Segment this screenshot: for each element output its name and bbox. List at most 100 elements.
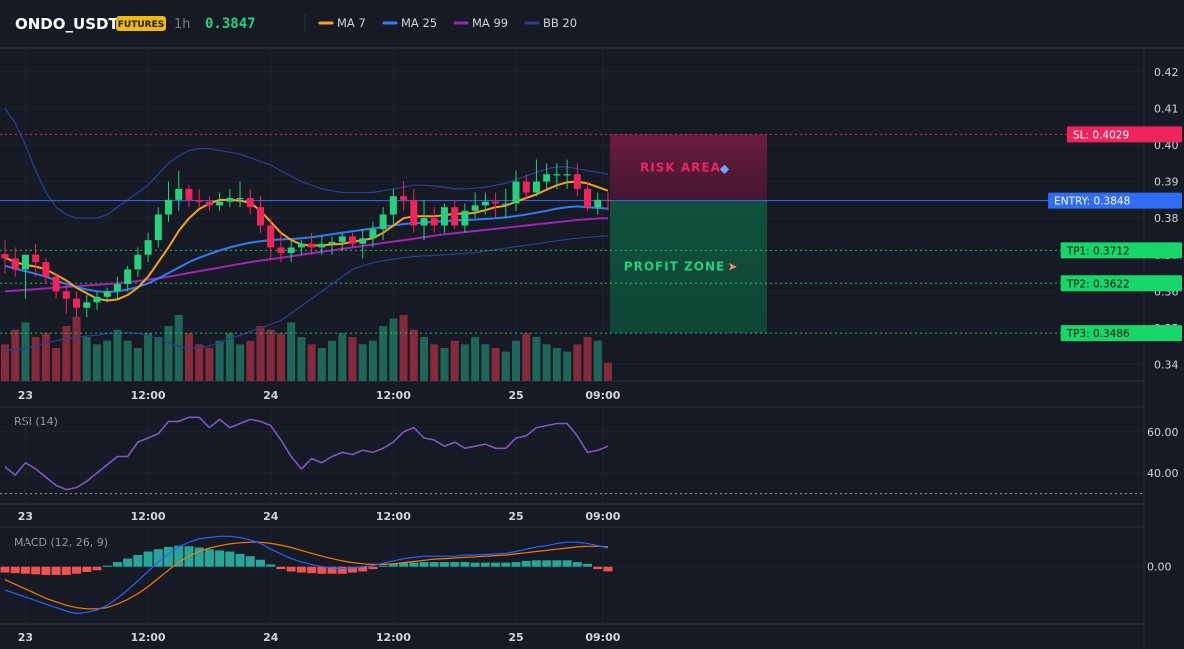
macd-hist-bar <box>521 560 531 567</box>
candle-body <box>348 236 356 244</box>
macd-hist-bar <box>378 565 388 567</box>
macd-hist-bar <box>572 562 582 567</box>
volume-bar <box>174 315 183 381</box>
macd-hist-bar <box>593 566 603 570</box>
volume-bar <box>256 326 265 381</box>
timeframe-label[interactable]: 1h <box>174 17 191 32</box>
volume-bar <box>409 329 418 381</box>
candle-body <box>144 240 152 255</box>
profit-zone-label: PROFIT ZONE <box>624 259 725 273</box>
volume-bar <box>154 337 163 381</box>
risk-area-label: RISK AREA <box>640 160 721 174</box>
time-label: 25 <box>508 389 523 402</box>
macd-hist-bar <box>276 566 286 570</box>
volume-bar <box>389 318 398 381</box>
time-label: 09:00 <box>585 510 620 523</box>
volume-bar <box>72 316 81 381</box>
macd-hist-bar <box>20 566 30 574</box>
price-tick-label: 0.41 <box>1154 102 1179 115</box>
volume-bar <box>542 344 551 381</box>
macd-hist-bar <box>358 566 368 572</box>
volume-bar <box>491 348 500 381</box>
shield-icon: ◆ <box>720 161 730 175</box>
macd-tick-label: 0.00 <box>1147 561 1172 574</box>
volume-bar <box>215 340 224 381</box>
ma99-line <box>4 217 609 293</box>
volume-bar <box>52 348 61 381</box>
entry-axis-badge <box>1048 192 1182 209</box>
macd-hist-bar <box>266 564 276 567</box>
symbol-name: ONDO_USDT <box>15 15 119 33</box>
macd-hist-bar <box>61 566 71 575</box>
volume-bar <box>471 337 480 381</box>
macd-hist-bar <box>399 562 409 567</box>
tp-axis-label: TP2: 0.3622 <box>1066 278 1130 290</box>
macd-hist-bar <box>286 566 296 572</box>
risk-area-zone <box>609 134 767 201</box>
volume-bar <box>379 326 388 381</box>
candle-body <box>257 207 264 226</box>
candle-body <box>11 258 19 270</box>
candle-body <box>42 262 50 277</box>
macd-line <box>4 535 609 615</box>
candle-body <box>502 203 510 205</box>
price-pane[interactable]: RISK AREA◆PROFIT ZONE ➤0.420.410.400.390.… <box>0 48 1182 381</box>
macd-hist-bar <box>41 566 51 575</box>
candle-body <box>369 229 377 239</box>
macd-title: MACD (12, 26, 9) <box>14 536 108 549</box>
volume-bar <box>195 344 204 381</box>
macd-signal-line <box>4 541 609 610</box>
futures-badge <box>116 16 166 31</box>
ma7-line <box>4 180 609 302</box>
time-label: 24 <box>263 389 279 402</box>
legend-label-3: BB 20 <box>543 16 577 30</box>
candle-body <box>318 243 326 248</box>
candle-body <box>93 296 101 303</box>
volume-bar <box>133 348 142 381</box>
macd-hist-bar <box>470 562 480 567</box>
candle-body <box>359 238 367 244</box>
time-label: 12:00 <box>131 631 166 644</box>
pane-frames <box>0 47 1184 649</box>
candle-body <box>236 198 244 200</box>
macd-hist-bar <box>0 566 10 573</box>
candle-body <box>532 181 540 193</box>
legend-label-1: MA 25 <box>401 16 437 30</box>
volume-bar <box>563 351 572 381</box>
volume-bar <box>430 344 439 381</box>
candle-body <box>594 199 602 208</box>
volume-bar <box>123 340 132 381</box>
volume-bar <box>276 333 285 381</box>
macd-hist-bar <box>480 562 490 567</box>
candle-body <box>400 196 408 200</box>
macd-hist-bar <box>583 563 593 567</box>
macd-hist-bar <box>256 559 265 567</box>
volume-bar <box>338 333 347 381</box>
macd-hist-bar <box>82 566 92 572</box>
rsi-tick-label: 60.00 <box>1147 426 1179 439</box>
candle-body <box>328 241 336 244</box>
volume-bar <box>1 344 9 381</box>
candle-body <box>165 199 173 215</box>
macd-hist-bar <box>450 562 460 567</box>
volume-bar <box>225 333 234 381</box>
candle-body <box>216 201 224 206</box>
time-label: 25 <box>508 510 523 523</box>
macd-hist-bar <box>409 562 419 567</box>
candle-body <box>246 198 254 208</box>
indicator-legend: MA 7 MA 25 MA 99 BB 20 <box>318 16 577 30</box>
macd-pane[interactable]: MACD (12, 26, 9) 0.00 <box>0 527 1172 624</box>
candle-body <box>195 199 203 202</box>
macd-hist-bar <box>347 566 357 573</box>
candle-body <box>297 243 305 248</box>
time-label: 12:00 <box>131 510 166 523</box>
volume-bar <box>31 337 40 381</box>
macd-hist-bar <box>419 562 429 567</box>
candle-body <box>21 254 29 270</box>
macd-hist-bar <box>153 549 163 567</box>
volume-bar <box>573 344 582 381</box>
rsi-pane[interactable]: RSI (14) 60.00 40.00 <box>0 407 1179 504</box>
price-tick-label: 0.34 <box>1154 359 1179 372</box>
last-price: 0.3847 <box>205 16 256 32</box>
